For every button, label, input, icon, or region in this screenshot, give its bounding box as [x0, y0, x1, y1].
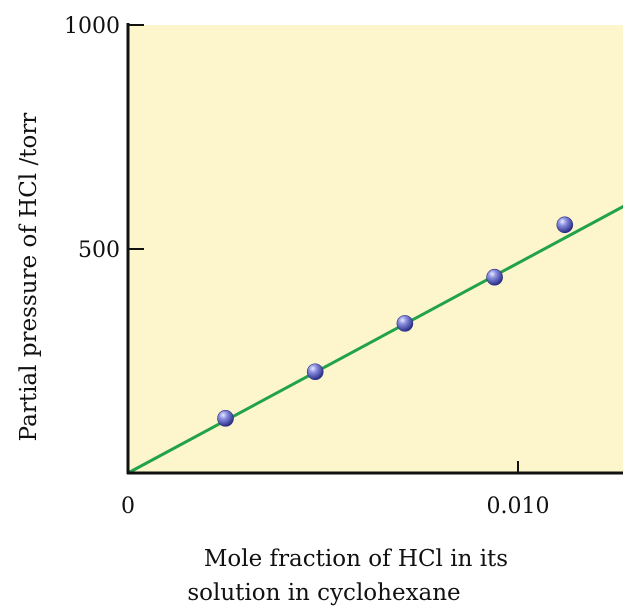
x-axis-title-line-2: solution in cyclohexane: [187, 580, 460, 606]
y-ticks: 500 1000: [64, 14, 144, 263]
x-axis-title-line-1: Mole fraction of HCl in its: [204, 546, 508, 572]
data-point: [556, 216, 574, 234]
y-tick-label: 500: [78, 238, 120, 263]
data-point: [396, 315, 414, 332]
x-tick-label: 0: [121, 494, 135, 519]
data-point: [486, 268, 503, 286]
data-points: [217, 216, 574, 427]
x-tick-label: 0.010: [487, 494, 550, 519]
y-axis-title: Partial pressure of HCl /torr: [16, 113, 42, 442]
plot-area: [128, 25, 623, 473]
data-point: [217, 410, 234, 427]
data-point: [306, 363, 324, 381]
y-tick-label: 1000: [64, 14, 120, 39]
